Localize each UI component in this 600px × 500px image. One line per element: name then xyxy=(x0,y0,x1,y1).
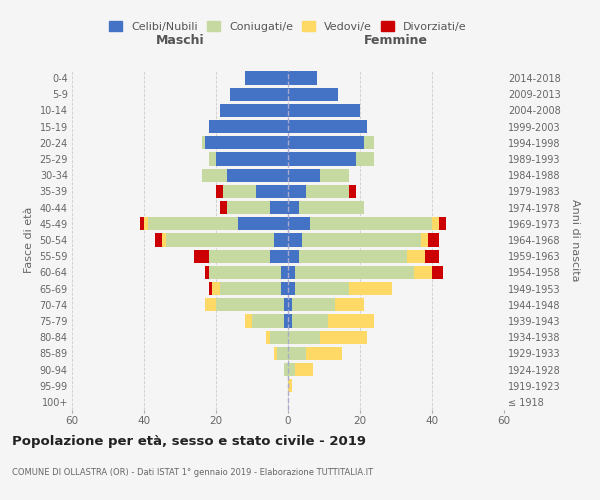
Bar xyxy=(270,201,288,214)
Bar xyxy=(284,363,288,376)
Bar xyxy=(288,168,320,182)
Bar xyxy=(202,136,205,149)
Bar xyxy=(288,185,306,198)
Bar xyxy=(205,266,209,279)
Bar xyxy=(216,298,284,312)
Bar xyxy=(209,250,270,263)
Bar xyxy=(223,185,256,198)
Bar xyxy=(288,217,310,230)
Bar xyxy=(288,201,299,214)
Bar xyxy=(281,266,288,279)
Bar xyxy=(306,185,349,198)
Bar xyxy=(209,266,281,279)
Bar xyxy=(281,282,288,295)
Bar xyxy=(220,282,281,295)
Bar xyxy=(295,282,349,295)
Bar xyxy=(432,217,439,230)
Bar xyxy=(230,88,288,101)
Bar xyxy=(166,234,274,246)
Bar xyxy=(292,298,335,312)
Bar xyxy=(302,234,421,246)
Text: Femmine: Femmine xyxy=(364,34,428,48)
Bar xyxy=(288,88,338,101)
Bar xyxy=(194,250,209,263)
Y-axis label: Fasce di età: Fasce di età xyxy=(24,207,34,273)
Bar xyxy=(288,250,299,263)
Bar xyxy=(288,266,295,279)
Bar xyxy=(364,136,374,149)
Bar xyxy=(288,152,356,166)
Bar xyxy=(256,185,288,198)
Bar xyxy=(349,282,392,295)
Bar xyxy=(209,282,212,295)
Bar xyxy=(220,201,227,214)
Bar xyxy=(349,185,356,198)
Bar xyxy=(299,250,407,263)
Bar xyxy=(299,201,364,214)
Bar xyxy=(292,314,328,328)
Text: COMUNE DI OLLASTRA (OR) - Dati ISTAT 1° gennaio 2019 - Elaborazione TUTTITALIA.I: COMUNE DI OLLASTRA (OR) - Dati ISTAT 1° … xyxy=(12,468,373,477)
Bar xyxy=(209,152,216,166)
Bar xyxy=(205,298,216,312)
Bar xyxy=(227,168,288,182)
Bar xyxy=(148,217,238,230)
Bar xyxy=(220,104,288,117)
Bar xyxy=(274,346,277,360)
Bar xyxy=(295,363,313,376)
Bar xyxy=(414,266,432,279)
Bar xyxy=(421,234,428,246)
Bar xyxy=(310,217,432,230)
Bar xyxy=(202,168,227,182)
Text: Maschi: Maschi xyxy=(155,34,205,48)
Bar xyxy=(155,234,162,246)
Bar xyxy=(245,314,252,328)
Bar xyxy=(306,346,342,360)
Bar xyxy=(270,330,288,344)
Bar xyxy=(328,314,374,328)
Bar xyxy=(320,168,349,182)
Bar xyxy=(288,282,295,295)
Bar xyxy=(277,346,288,360)
Bar xyxy=(140,217,144,230)
Bar xyxy=(288,346,306,360)
Y-axis label: Anni di nascita: Anni di nascita xyxy=(571,198,580,281)
Bar xyxy=(335,298,364,312)
Bar xyxy=(144,217,148,230)
Bar xyxy=(266,330,270,344)
Bar xyxy=(428,234,439,246)
Bar xyxy=(288,363,295,376)
Bar xyxy=(439,217,446,230)
Bar xyxy=(356,152,374,166)
Bar xyxy=(288,379,292,392)
Bar xyxy=(288,72,317,85)
Bar xyxy=(212,282,220,295)
Bar xyxy=(162,234,166,246)
Bar xyxy=(205,136,288,149)
Bar xyxy=(432,266,443,279)
Bar xyxy=(295,266,414,279)
Bar xyxy=(209,120,288,134)
Bar xyxy=(288,104,360,117)
Bar xyxy=(288,330,320,344)
Legend: Celibi/Nubili, Coniugati/e, Vedovi/e, Divorziati/e: Celibi/Nubili, Coniugati/e, Vedovi/e, Di… xyxy=(109,21,467,32)
Bar xyxy=(274,234,288,246)
Bar xyxy=(245,72,288,85)
Bar xyxy=(252,314,284,328)
Bar xyxy=(284,314,288,328)
Bar xyxy=(288,234,302,246)
Bar xyxy=(216,152,288,166)
Bar xyxy=(288,136,364,149)
Bar xyxy=(407,250,425,263)
Text: Popolazione per età, sesso e stato civile - 2019: Popolazione per età, sesso e stato civil… xyxy=(12,435,366,448)
Bar xyxy=(227,201,270,214)
Bar xyxy=(238,217,288,230)
Bar xyxy=(216,185,223,198)
Bar xyxy=(270,250,288,263)
Bar xyxy=(288,120,367,134)
Bar xyxy=(284,298,288,312)
Bar xyxy=(288,314,292,328)
Bar xyxy=(425,250,439,263)
Bar xyxy=(320,330,367,344)
Bar xyxy=(288,298,292,312)
